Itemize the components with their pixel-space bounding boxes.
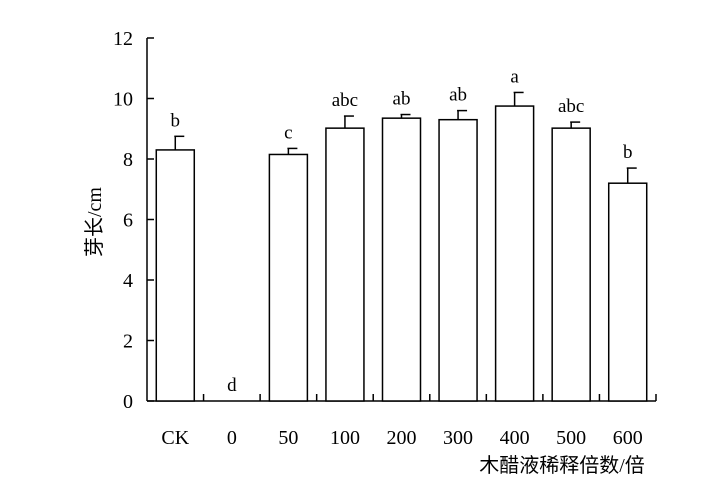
x-tick-label: CK bbox=[161, 427, 189, 449]
y-tick-label: 10 bbox=[113, 89, 133, 111]
x-tick-label: 0 bbox=[227, 427, 237, 449]
x-tick-label: 600 bbox=[613, 427, 643, 449]
bar bbox=[381, 117, 422, 402]
x-tick-label: 400 bbox=[500, 427, 530, 449]
bars bbox=[155, 105, 648, 402]
significance-label: b bbox=[171, 110, 181, 131]
error-bars bbox=[174, 91, 637, 184]
bar bbox=[155, 149, 196, 402]
x-tick-label: 100 bbox=[330, 427, 360, 449]
x-tick-label: 50 bbox=[278, 427, 298, 449]
bar bbox=[494, 105, 535, 402]
y-ticks: 0 2 4 6 8 10 12 bbox=[113, 28, 154, 413]
y-tick-label: 4 bbox=[123, 270, 133, 292]
significance-label: a bbox=[510, 66, 519, 87]
y-tick-label: 6 bbox=[123, 210, 133, 232]
x-axis-title: 木醋液稀释倍数/倍 bbox=[479, 454, 645, 477]
bar bbox=[438, 118, 478, 402]
significance-label: abc bbox=[332, 90, 358, 111]
significance-label: c bbox=[284, 122, 292, 143]
significance-label: ab bbox=[449, 85, 467, 106]
bar bbox=[551, 127, 591, 402]
bar bbox=[325, 127, 365, 402]
bar bbox=[268, 153, 309, 402]
y-tick-label: 12 bbox=[113, 28, 133, 50]
x-tick-label: 200 bbox=[387, 427, 417, 449]
significance-label: d bbox=[227, 375, 237, 396]
significance-label: abc bbox=[558, 96, 584, 117]
x-tick-label: 300 bbox=[443, 427, 473, 449]
y-tick-label: 0 bbox=[123, 391, 133, 413]
y-tick-label: 8 bbox=[123, 149, 133, 171]
significance-label: ab bbox=[393, 89, 411, 110]
y-tick-label: 2 bbox=[123, 331, 133, 353]
significance-labels: b d c abc ab ab a abc b bbox=[171, 66, 633, 396]
x-ticks bbox=[202, 394, 657, 401]
significance-label: b bbox=[623, 142, 633, 163]
x-tick-label: 500 bbox=[556, 427, 586, 449]
y-axis-title: 芽长/cm bbox=[83, 187, 106, 257]
x-tick-labels: CK 0 50 100 200 300 400 500 600 bbox=[161, 427, 642, 449]
bar bbox=[607, 182, 648, 402]
